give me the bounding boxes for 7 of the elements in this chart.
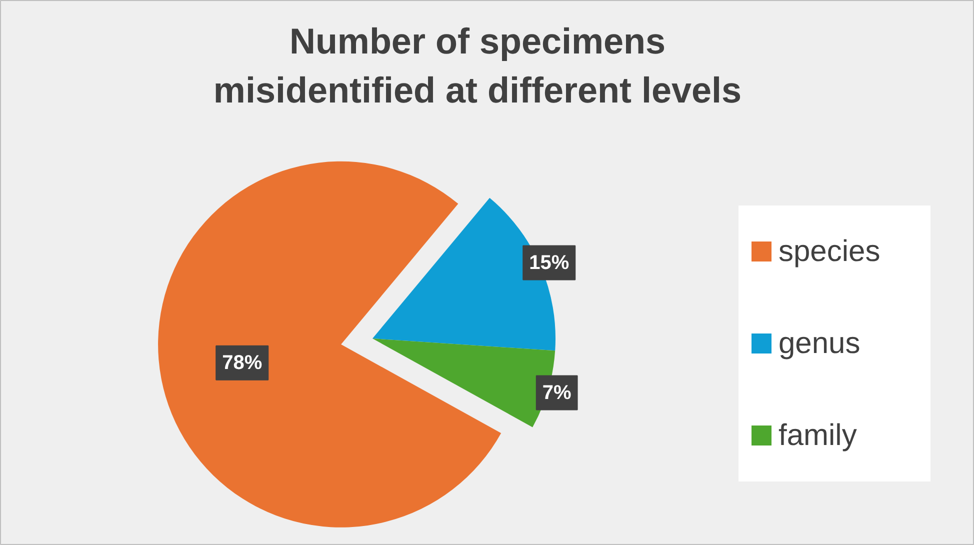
data-label: 7% — [542, 382, 572, 404]
legend-label: species — [778, 235, 880, 268]
legend-label: family — [778, 419, 857, 452]
data-label: 78% — [222, 352, 262, 374]
chart-title: Number of specimens misidentified at different levels — [213, 20, 742, 111]
data-label: 15% — [529, 252, 570, 274]
legend-label: genus — [778, 327, 860, 360]
